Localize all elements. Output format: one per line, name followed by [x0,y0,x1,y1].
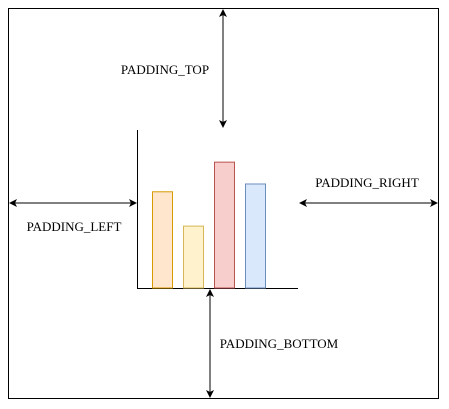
chart-bars [152,161,266,289]
bar-yellow [183,225,204,289]
bar-red [214,161,235,289]
padding-left-label: PADDING_LEFT [27,219,122,234]
padding-bottom-label: PADDING_BOTTOM [220,336,339,351]
bar-blue [245,183,266,289]
bar-orange [152,191,173,289]
padding-right-label: PADDING_RIGHT [315,175,419,190]
padding-top-label: PADDING_TOP [121,62,209,77]
